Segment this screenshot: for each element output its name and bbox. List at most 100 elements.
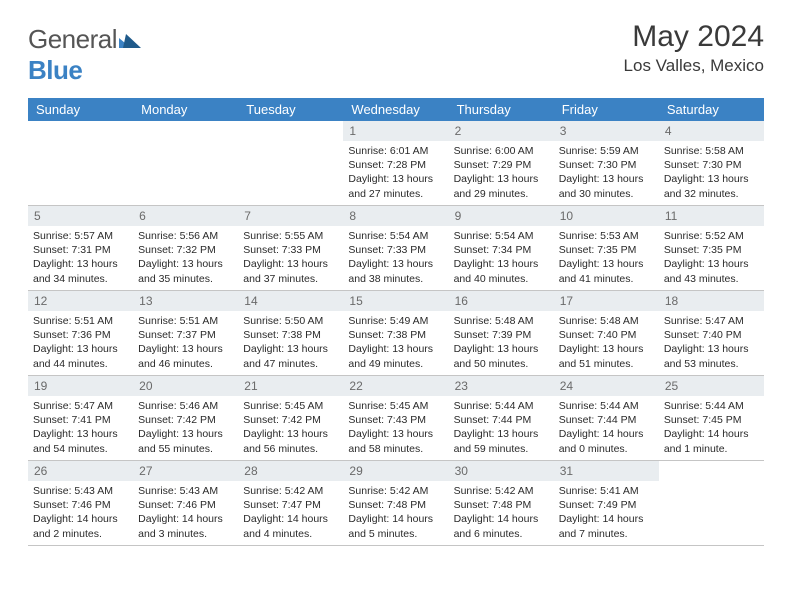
day-details: Sunrise: 5:45 AMSunset: 7:43 PMDaylight:… [343,396,448,460]
calendar-day-cell: 30Sunrise: 5:42 AMSunset: 7:48 PMDayligh… [449,461,554,546]
calendar-day-cell: 28Sunrise: 5:42 AMSunset: 7:47 PMDayligh… [238,461,343,546]
calendar-day-cell: 6Sunrise: 5:56 AMSunset: 7:32 PMDaylight… [133,206,238,291]
day-number: 23 [449,376,554,396]
calendar-day-cell [659,461,764,546]
day-number: 28 [238,461,343,481]
day-details: Sunrise: 5:49 AMSunset: 7:38 PMDaylight:… [343,311,448,375]
title-block: May 2024 Los Valles, Mexico [624,20,764,76]
day-details: Sunrise: 5:42 AMSunset: 7:48 PMDaylight:… [449,481,554,545]
calendar-day-cell [28,121,133,206]
day-details: Sunrise: 5:54 AMSunset: 7:34 PMDaylight:… [449,226,554,290]
day-number: 6 [133,206,238,226]
calendar-day-cell: 15Sunrise: 5:49 AMSunset: 7:38 PMDayligh… [343,291,448,376]
calendar-day-cell: 18Sunrise: 5:47 AMSunset: 7:40 PMDayligh… [659,291,764,376]
day-details: Sunrise: 5:44 AMSunset: 7:45 PMDaylight:… [659,396,764,460]
day-details: Sunrise: 5:57 AMSunset: 7:31 PMDaylight:… [28,226,133,290]
day-details: Sunrise: 5:43 AMSunset: 7:46 PMDaylight:… [28,481,133,545]
calendar-day-cell [238,121,343,206]
day-number: 10 [554,206,659,226]
day-number: 18 [659,291,764,311]
calendar-day-cell: 11Sunrise: 5:52 AMSunset: 7:35 PMDayligh… [659,206,764,291]
day-details: Sunrise: 6:01 AMSunset: 7:28 PMDaylight:… [343,141,448,205]
calendar-day-cell: 12Sunrise: 5:51 AMSunset: 7:36 PMDayligh… [28,291,133,376]
day-number: 17 [554,291,659,311]
day-details: Sunrise: 5:42 AMSunset: 7:47 PMDaylight:… [238,481,343,545]
brand-name: GeneralBlue [28,24,141,86]
day-number: 21 [238,376,343,396]
month-title: May 2024 [624,20,764,54]
day-details: Sunrise: 5:51 AMSunset: 7:37 PMDaylight:… [133,311,238,375]
calendar-day-cell: 8Sunrise: 5:54 AMSunset: 7:33 PMDaylight… [343,206,448,291]
calendar-day-cell: 29Sunrise: 5:42 AMSunset: 7:48 PMDayligh… [343,461,448,546]
day-number: 19 [28,376,133,396]
calendar-day-cell: 25Sunrise: 5:44 AMSunset: 7:45 PMDayligh… [659,376,764,461]
day-number: 15 [343,291,448,311]
day-details: Sunrise: 5:50 AMSunset: 7:38 PMDaylight:… [238,311,343,375]
day-details: Sunrise: 5:47 AMSunset: 7:40 PMDaylight:… [659,311,764,375]
day-details: Sunrise: 5:59 AMSunset: 7:30 PMDaylight:… [554,141,659,205]
calendar-day-cell: 20Sunrise: 5:46 AMSunset: 7:42 PMDayligh… [133,376,238,461]
day-number: 5 [28,206,133,226]
day-details: Sunrise: 5:45 AMSunset: 7:42 PMDaylight:… [238,396,343,460]
calendar-body: 1Sunrise: 6:01 AMSunset: 7:28 PMDaylight… [28,121,764,546]
calendar-week-row: 12Sunrise: 5:51 AMSunset: 7:36 PMDayligh… [28,291,764,376]
day-details: Sunrise: 5:48 AMSunset: 7:39 PMDaylight:… [449,311,554,375]
day-details: Sunrise: 5:47 AMSunset: 7:41 PMDaylight:… [28,396,133,460]
day-details: Sunrise: 5:55 AMSunset: 7:33 PMDaylight:… [238,226,343,290]
day-number: 2 [449,121,554,141]
day-number: 4 [659,121,764,141]
calendar-week-row: 5Sunrise: 5:57 AMSunset: 7:31 PMDaylight… [28,206,764,291]
calendar-day-cell: 13Sunrise: 5:51 AMSunset: 7:37 PMDayligh… [133,291,238,376]
day-number: 11 [659,206,764,226]
calendar-week-row: 26Sunrise: 5:43 AMSunset: 7:46 PMDayligh… [28,461,764,546]
day-details: Sunrise: 5:41 AMSunset: 7:49 PMDaylight:… [554,481,659,545]
weekday-header: Friday [554,98,659,121]
brand-mark-icon [119,24,141,54]
day-details: Sunrise: 5:44 AMSunset: 7:44 PMDaylight:… [554,396,659,460]
calendar-day-cell: 21Sunrise: 5:45 AMSunset: 7:42 PMDayligh… [238,376,343,461]
day-number: 3 [554,121,659,141]
calendar-week-row: 19Sunrise: 5:47 AMSunset: 7:41 PMDayligh… [28,376,764,461]
day-number: 9 [449,206,554,226]
day-details: Sunrise: 5:43 AMSunset: 7:46 PMDaylight:… [133,481,238,545]
day-number: 26 [28,461,133,481]
day-details: Sunrise: 6:00 AMSunset: 7:29 PMDaylight:… [449,141,554,205]
day-number: 24 [554,376,659,396]
day-number: 22 [343,376,448,396]
day-number: 13 [133,291,238,311]
calendar-day-cell: 26Sunrise: 5:43 AMSunset: 7:46 PMDayligh… [28,461,133,546]
calendar-day-cell: 4Sunrise: 5:58 AMSunset: 7:30 PMDaylight… [659,121,764,206]
day-details: Sunrise: 5:51 AMSunset: 7:36 PMDaylight:… [28,311,133,375]
day-details: Sunrise: 5:53 AMSunset: 7:35 PMDaylight:… [554,226,659,290]
page-header: GeneralBlue May 2024 Los Valles, Mexico [28,20,764,86]
calendar-day-cell: 1Sunrise: 6:01 AMSunset: 7:28 PMDaylight… [343,121,448,206]
day-details: Sunrise: 5:58 AMSunset: 7:30 PMDaylight:… [659,141,764,205]
day-number: 25 [659,376,764,396]
day-number: 12 [28,291,133,311]
calendar-day-cell: 9Sunrise: 5:54 AMSunset: 7:34 PMDaylight… [449,206,554,291]
calendar-day-cell: 5Sunrise: 5:57 AMSunset: 7:31 PMDaylight… [28,206,133,291]
calendar-day-cell: 27Sunrise: 5:43 AMSunset: 7:46 PMDayligh… [133,461,238,546]
calendar-day-cell: 7Sunrise: 5:55 AMSunset: 7:33 PMDaylight… [238,206,343,291]
calendar-day-cell [133,121,238,206]
location-label: Los Valles, Mexico [624,56,764,76]
brand-name-1: General [28,24,117,54]
calendar-day-cell: 16Sunrise: 5:48 AMSunset: 7:39 PMDayligh… [449,291,554,376]
calendar-day-cell: 31Sunrise: 5:41 AMSunset: 7:49 PMDayligh… [554,461,659,546]
calendar-day-cell: 14Sunrise: 5:50 AMSunset: 7:38 PMDayligh… [238,291,343,376]
day-details: Sunrise: 5:44 AMSunset: 7:44 PMDaylight:… [449,396,554,460]
weekday-header: Monday [133,98,238,121]
day-number: 31 [554,461,659,481]
day-number: 27 [133,461,238,481]
day-number: 8 [343,206,448,226]
day-number: 7 [238,206,343,226]
calendar-day-cell: 10Sunrise: 5:53 AMSunset: 7:35 PMDayligh… [554,206,659,291]
day-number: 30 [449,461,554,481]
calendar-day-cell: 19Sunrise: 5:47 AMSunset: 7:41 PMDayligh… [28,376,133,461]
calendar-day-cell: 22Sunrise: 5:45 AMSunset: 7:43 PMDayligh… [343,376,448,461]
calendar-day-cell: 17Sunrise: 5:48 AMSunset: 7:40 PMDayligh… [554,291,659,376]
calendar-week-row: 1Sunrise: 6:01 AMSunset: 7:28 PMDaylight… [28,121,764,206]
day-number: 29 [343,461,448,481]
calendar-table: SundayMondayTuesdayWednesdayThursdayFrid… [28,98,764,546]
brand-logo: GeneralBlue [28,24,141,86]
